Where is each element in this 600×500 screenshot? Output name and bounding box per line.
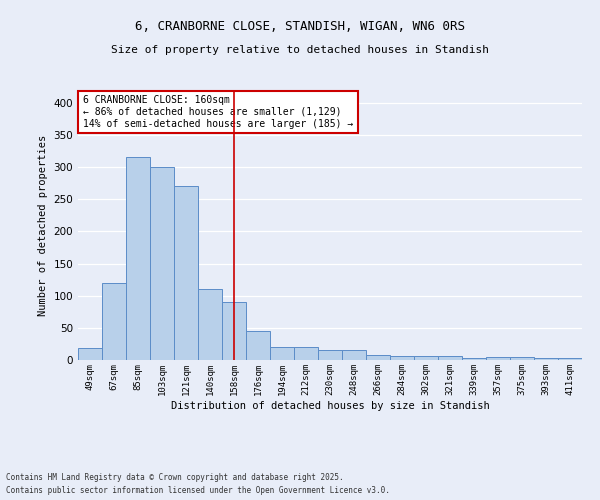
Y-axis label: Number of detached properties: Number of detached properties [38, 134, 48, 316]
Bar [102, 283, 126, 360]
Bar [270, 347, 294, 360]
Text: Contains HM Land Registry data © Crown copyright and database right 2025.: Contains HM Land Registry data © Crown c… [6, 474, 344, 482]
Text: 6, CRANBORNE CLOSE, STANDISH, WIGAN, WN6 0RS: 6, CRANBORNE CLOSE, STANDISH, WIGAN, WN6… [135, 20, 465, 33]
Bar [342, 350, 366, 360]
X-axis label: Distribution of detached houses by size in Standish: Distribution of detached houses by size … [170, 400, 490, 410]
Bar [438, 356, 462, 360]
Bar [558, 358, 582, 360]
Bar [510, 357, 534, 360]
Bar [366, 355, 390, 360]
Text: Size of property relative to detached houses in Standish: Size of property relative to detached ho… [111, 45, 489, 55]
Bar [150, 167, 174, 360]
Bar [414, 356, 438, 360]
Bar [390, 356, 414, 360]
Bar [294, 347, 318, 360]
Bar [222, 302, 246, 360]
Bar [198, 290, 222, 360]
Bar [486, 357, 510, 360]
Bar [246, 331, 270, 360]
Bar [78, 348, 102, 360]
Text: 6 CRANBORNE CLOSE: 160sqm
← 86% of detached houses are smaller (1,129)
14% of se: 6 CRANBORNE CLOSE: 160sqm ← 86% of detac… [83, 96, 353, 128]
Bar [318, 350, 342, 360]
Text: Contains public sector information licensed under the Open Government Licence v3: Contains public sector information licen… [6, 486, 390, 495]
Bar [174, 186, 198, 360]
Bar [534, 358, 558, 360]
Bar [126, 158, 150, 360]
Bar [462, 358, 486, 360]
